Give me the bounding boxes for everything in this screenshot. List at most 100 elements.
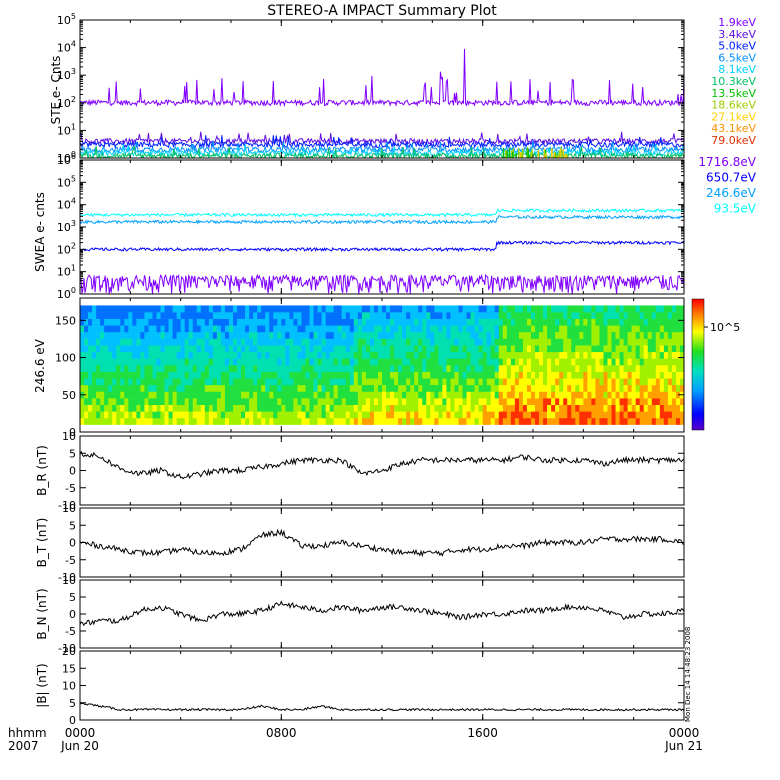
heatmap-cell: [474, 398, 479, 406]
heatmap-cell: [406, 318, 411, 326]
heatmap-cell: [168, 391, 173, 399]
heatmap-cell: [438, 384, 443, 392]
heatmap-cell: [394, 417, 399, 425]
heatmap-cell: [587, 338, 592, 346]
heatmap-cell: [305, 345, 310, 353]
heatmap-cell: [559, 325, 564, 333]
heatmap-cell: [152, 312, 157, 319]
heatmap-cell: [651, 371, 657, 379]
heatmap-cell: [184, 331, 190, 339]
heatmap-cell: [313, 312, 318, 319]
heatmap-cell: [450, 365, 455, 372]
heatmap-cell: [241, 338, 246, 346]
heatmap-cell: [474, 338, 479, 346]
heatmap-cell: [188, 312, 194, 319]
heatmap-cell: [382, 391, 387, 399]
heatmap-cell: [228, 358, 234, 366]
heatmap-cell: [422, 371, 427, 379]
heatmap-cell: [120, 312, 125, 319]
heatmap-cell: [510, 411, 516, 419]
heatmap-cell: [615, 338, 620, 346]
heatmap-cell: [526, 384, 532, 392]
heatmap-cell: [92, 365, 97, 372]
heatmap-cell: [478, 371, 483, 379]
heatmap-cell: [402, 411, 407, 419]
heatmap-cell: [273, 345, 278, 353]
heatmap-cell: [333, 305, 339, 313]
heatmap-cell: [192, 318, 198, 326]
heatmap-cell: [112, 371, 117, 379]
heatmap-cell: [285, 358, 290, 366]
heatmap-cell: [651, 345, 657, 353]
heatmap-cell: [651, 351, 657, 359]
heatmap-cell: [188, 351, 194, 359]
heatmap-cell: [418, 391, 423, 399]
heatmap-cell: [631, 417, 636, 425]
heatmap-cell: [200, 404, 206, 412]
heatmap-cell: [547, 351, 552, 359]
heatmap-cell: [555, 411, 560, 419]
heatmap-cell: [245, 417, 250, 425]
heatmap-cell: [510, 331, 516, 339]
heatmap-cell: [551, 345, 556, 353]
heatmap-cell: [627, 345, 632, 353]
heatmap-cell: [458, 345, 463, 353]
x-tick-label: 0000: [669, 726, 700, 740]
heatmap-cell: [506, 305, 512, 313]
heatmap-cell: [514, 318, 520, 326]
heatmap-cell: [506, 391, 512, 399]
heatmap-cell: [539, 318, 544, 326]
heatmap-cell: [418, 365, 423, 372]
heatmap-cell: [651, 417, 657, 425]
heatmap-cell: [196, 312, 202, 319]
y-tick-label: 10: [62, 430, 76, 443]
heatmap-cell: [450, 331, 455, 339]
heatmap-cell: [269, 345, 274, 353]
heatmap-cell: [257, 417, 262, 425]
heatmap-cell: [559, 351, 564, 359]
heatmap-cell: [402, 318, 407, 326]
y-tick-label: -10: [58, 499, 76, 512]
heatmap-cell: [663, 384, 669, 392]
heatmap-cell: [269, 384, 274, 392]
heatmap-cell: [490, 305, 496, 313]
heatmap-cell: [216, 305, 222, 313]
heatmap-cell: [410, 345, 415, 353]
heatmap-cell: [414, 318, 419, 326]
heatmap-cell: [261, 351, 266, 359]
heatmap-cell: [438, 351, 443, 359]
heatmap-cell: [663, 312, 669, 319]
heatmap-cell: [333, 411, 339, 419]
heatmap-cell: [289, 351, 294, 359]
heatmap-cell: [551, 365, 556, 372]
heatmap-cell: [253, 305, 258, 313]
heatmap-cell: [216, 365, 222, 372]
heatmap-cell: [579, 365, 584, 372]
heatmap-cell: [269, 411, 274, 419]
heatmap-cell: [482, 312, 487, 319]
heatmap-cell: [659, 358, 665, 366]
heatmap-cell: [80, 404, 85, 412]
heatmap-cell: [112, 404, 117, 412]
heatmap-cell: [216, 371, 222, 379]
heatmap-cell: [567, 411, 572, 419]
heatmap-cell: [325, 318, 330, 326]
heatmap-cell: [168, 345, 173, 353]
heatmap-cell: [454, 351, 459, 359]
heatmap-cell: [277, 417, 282, 425]
heatmap-cell: [329, 391, 334, 399]
heatmap-cell: [108, 351, 113, 359]
heatmap-cell: [450, 384, 455, 392]
heatmap-cell: [651, 325, 657, 333]
heatmap-cell: [257, 371, 262, 379]
heatmap-cell: [518, 398, 524, 406]
heatmap-cell: [466, 398, 471, 406]
heatmap-cell: [575, 411, 580, 419]
heatmap-cell: [547, 404, 552, 412]
heatmap-cell: [518, 305, 524, 313]
heatmap-cell: [559, 417, 564, 425]
heatmap-cell: [474, 371, 479, 379]
heatmap-cell: [623, 345, 628, 353]
heatmap-cell: [273, 312, 278, 319]
heatmap-cell: [470, 384, 475, 392]
